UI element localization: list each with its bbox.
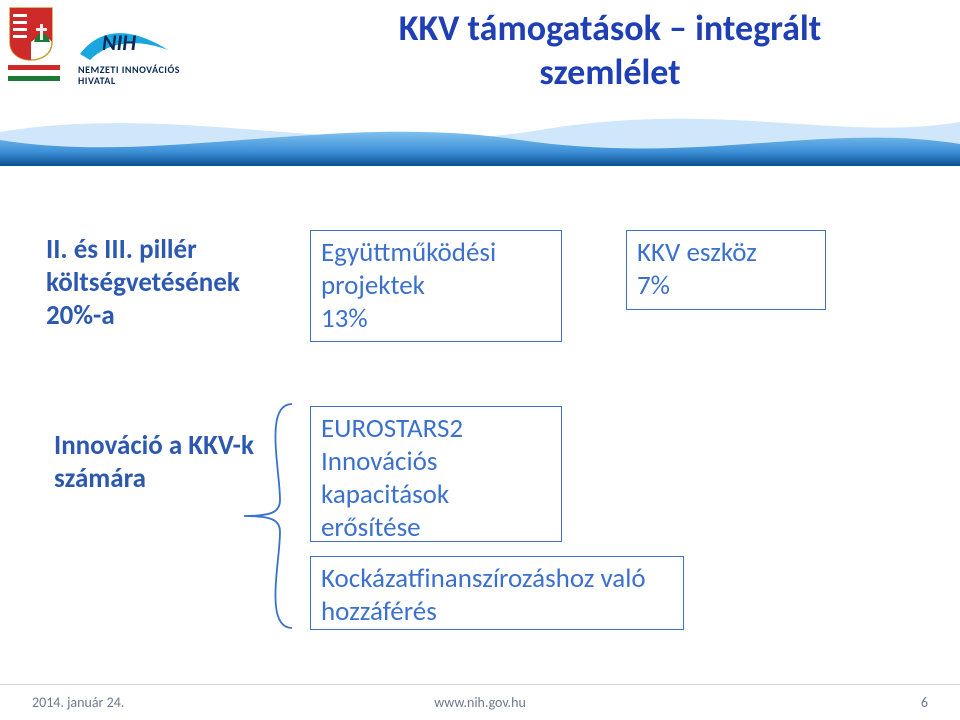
slide-title-line2: szemlélet <box>300 50 920 94</box>
slide: NIH NEMZETI INNOVÁCIÓS HIVATAL KKV támog… <box>0 0 960 720</box>
footer-url: www.nih.gov.hu <box>0 694 960 711</box>
curly-brace-icon <box>230 400 300 632</box>
nih-org-name: NEMZETI INNOVÁCIÓS HIVATAL <box>78 64 278 86</box>
slide-title: KKV támogatások – integrált szemlélet <box>300 6 920 94</box>
footer: 2014. január 24. www.nih.gov.hu 6 <box>0 684 960 720</box>
nih-swoosh-icon: NIH <box>78 20 170 64</box>
hungary-crest-icon <box>8 6 60 84</box>
nih-org-line2: HIVATAL <box>78 75 278 86</box>
nih-logo: NIH NEMZETI INNOVÁCIÓS HIVATAL <box>78 20 278 86</box>
box-risk-financing: Kockázatfinanszírozáshoz való hozzáférés <box>310 556 684 630</box>
pillar-label: II. és III. pillér költségvetésének 20%-… <box>46 234 276 333</box>
svg-text:NIH: NIH <box>102 29 136 56</box>
box-eurostars: EUROSTARS2Innovációs kapacitások erősíté… <box>310 406 562 542</box>
box-cooperation-projects: Együttműködési projektek13% <box>310 230 562 342</box>
slide-title-line1: KKV támogatások – integrált <box>300 6 920 50</box>
box-kkv-tool: KKV eszköz7% <box>626 230 826 310</box>
wave-dark <box>0 118 960 166</box>
